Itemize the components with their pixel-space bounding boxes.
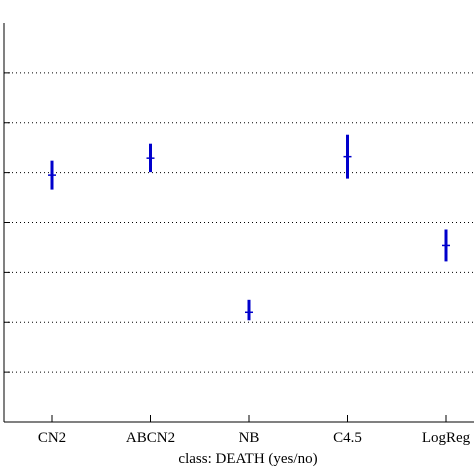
x-tick-label-logreg: LogReg — [422, 430, 471, 446]
x-axis-label: class: DEATH (yes/no) — [178, 451, 317, 467]
axes — [3, 23, 474, 423]
data-marks — [48, 134, 450, 321]
tick-labels: CN2 ABCN2 NB C4.5 LogReg — [38, 430, 471, 446]
x-tick-label-c4-5: C4.5 — [333, 430, 362, 446]
x-tick-label-abcn2: ABCN2 — [126, 430, 175, 446]
x-tick-label-cn2: CN2 — [38, 430, 66, 446]
grid-lines — [4, 72, 474, 373]
x-tick-label-nb: NB — [239, 430, 260, 446]
